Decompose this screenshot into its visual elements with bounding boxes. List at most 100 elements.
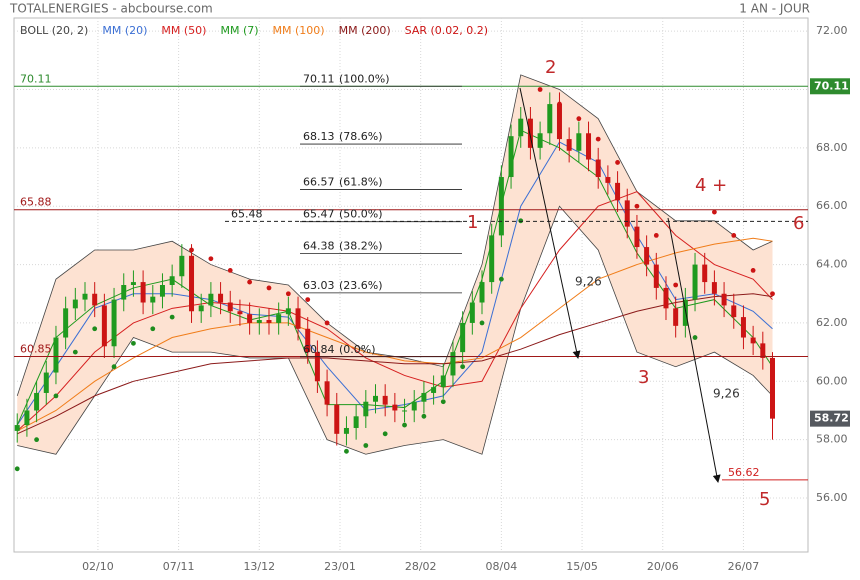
candle-body: [498, 177, 504, 236]
candle-body: [82, 293, 88, 300]
candle-body: [644, 247, 650, 265]
candle-body: [363, 401, 369, 417]
sar-dot: [634, 203, 640, 209]
x-tick-label: 23/01: [324, 560, 356, 573]
candle-body: [576, 133, 582, 151]
candle-body: [92, 293, 98, 306]
candle-body: [372, 395, 378, 402]
sar-dot: [53, 393, 59, 399]
fib-label: (38.2%): [339, 239, 383, 252]
candle-body: [218, 293, 224, 303]
candle-body: [411, 401, 417, 411]
candle-body: [24, 410, 30, 426]
sar-dot: [208, 256, 214, 262]
candle-body: [276, 314, 282, 323]
fib-value: 68.13: [303, 130, 335, 143]
candle-body: [101, 305, 107, 347]
fib-value: 70.11: [303, 72, 335, 85]
y-tick-label: 64.00: [816, 258, 848, 271]
sar-dot: [92, 326, 98, 332]
sar-dot: [653, 232, 659, 238]
y-tick-label: 58.00: [816, 433, 848, 446]
candle-body: [169, 276, 175, 285]
fib-value: 63.03: [303, 279, 335, 292]
candle-body: [450, 352, 456, 376]
x-tick-label: 07/11: [163, 560, 195, 573]
ma-line: [16, 237, 773, 432]
sar-dot: [460, 364, 466, 370]
sar-dot: [576, 116, 582, 122]
candle-body: [527, 118, 533, 148]
arrow: [667, 217, 721, 483]
candle-body: [72, 299, 78, 309]
candle-body: [431, 387, 437, 393]
fib-label: (0.0%): [339, 343, 376, 356]
candle-body: [702, 264, 708, 283]
band-fill: [17, 74, 773, 455]
sar-dot: [731, 232, 737, 238]
sar-dot: [72, 349, 78, 355]
bollinger-band: [16, 74, 773, 455]
candle-body: [586, 133, 592, 160]
band-line: [16, 74, 773, 397]
sar-dot: [537, 87, 543, 92]
sar-dot: [673, 282, 679, 288]
sar-dot: [247, 279, 253, 285]
candle-body: [121, 285, 127, 300]
sar-dot: [440, 399, 446, 405]
candle-body: [140, 282, 146, 303]
candle-body: [324, 381, 330, 405]
annotation: 9,26: [713, 387, 740, 401]
candle-body: [247, 314, 253, 323]
candle-body: [392, 404, 398, 411]
legend-entry: MM (100): [273, 24, 325, 37]
levels: [14, 85, 808, 481]
legend-entry: BOLL (20, 2): [20, 24, 88, 37]
candle-body: [634, 226, 640, 248]
sar-dot: [615, 160, 620, 165]
candle-body: [682, 299, 688, 326]
candle-body: [479, 282, 485, 303]
y-tick-label: 60.00: [816, 374, 848, 387]
candle-body: [14, 425, 20, 431]
candle-body: [63, 308, 69, 338]
candle-body: [489, 235, 495, 283]
fib-value: 60.84: [303, 343, 335, 356]
fib-label: (78.6%): [339, 130, 383, 143]
x-tick-label: 02/10: [82, 560, 114, 573]
candle-body: [189, 255, 195, 312]
sar-dot: [421, 413, 427, 419]
plot-frame: [13, 17, 809, 553]
fib-value: 64.38: [303, 239, 335, 252]
candle-body: [673, 308, 679, 326]
candle-body: [547, 104, 553, 134]
sar-dot: [363, 443, 369, 448]
fib-label: (61.8%): [339, 176, 383, 189]
header-title: TOTALENERGIES - abcbourse.com: [9, 2, 213, 16]
sar-dot: [382, 431, 388, 437]
sar-dot: [324, 320, 330, 326]
sar-dot: [402, 422, 407, 428]
x-tick-label: 08/04: [486, 560, 518, 573]
candle-body: [518, 118, 524, 137]
candle-body: [750, 337, 756, 344]
candle-body: [692, 264, 698, 300]
x-tick-label: 26/07: [728, 560, 760, 573]
candle-body: [295, 308, 301, 329]
sar-dot: [498, 276, 504, 282]
candle-body: [198, 305, 204, 312]
legend-entry: MM (50): [161, 24, 206, 37]
candle-body: [537, 133, 543, 148]
x-tick-label: 28/02: [405, 560, 437, 573]
candle-body: [760, 343, 766, 358]
candle-body: [711, 282, 717, 294]
candle-body: [566, 139, 572, 151]
sar-dot: [479, 320, 485, 326]
ma-line: [16, 191, 773, 432]
fib-label: (100.0%): [339, 72, 390, 85]
candle-body: [382, 395, 388, 405]
x-tick-label: 13/12: [243, 560, 275, 573]
fib-label: (23.6%): [339, 279, 383, 292]
candle-body: [769, 357, 775, 419]
